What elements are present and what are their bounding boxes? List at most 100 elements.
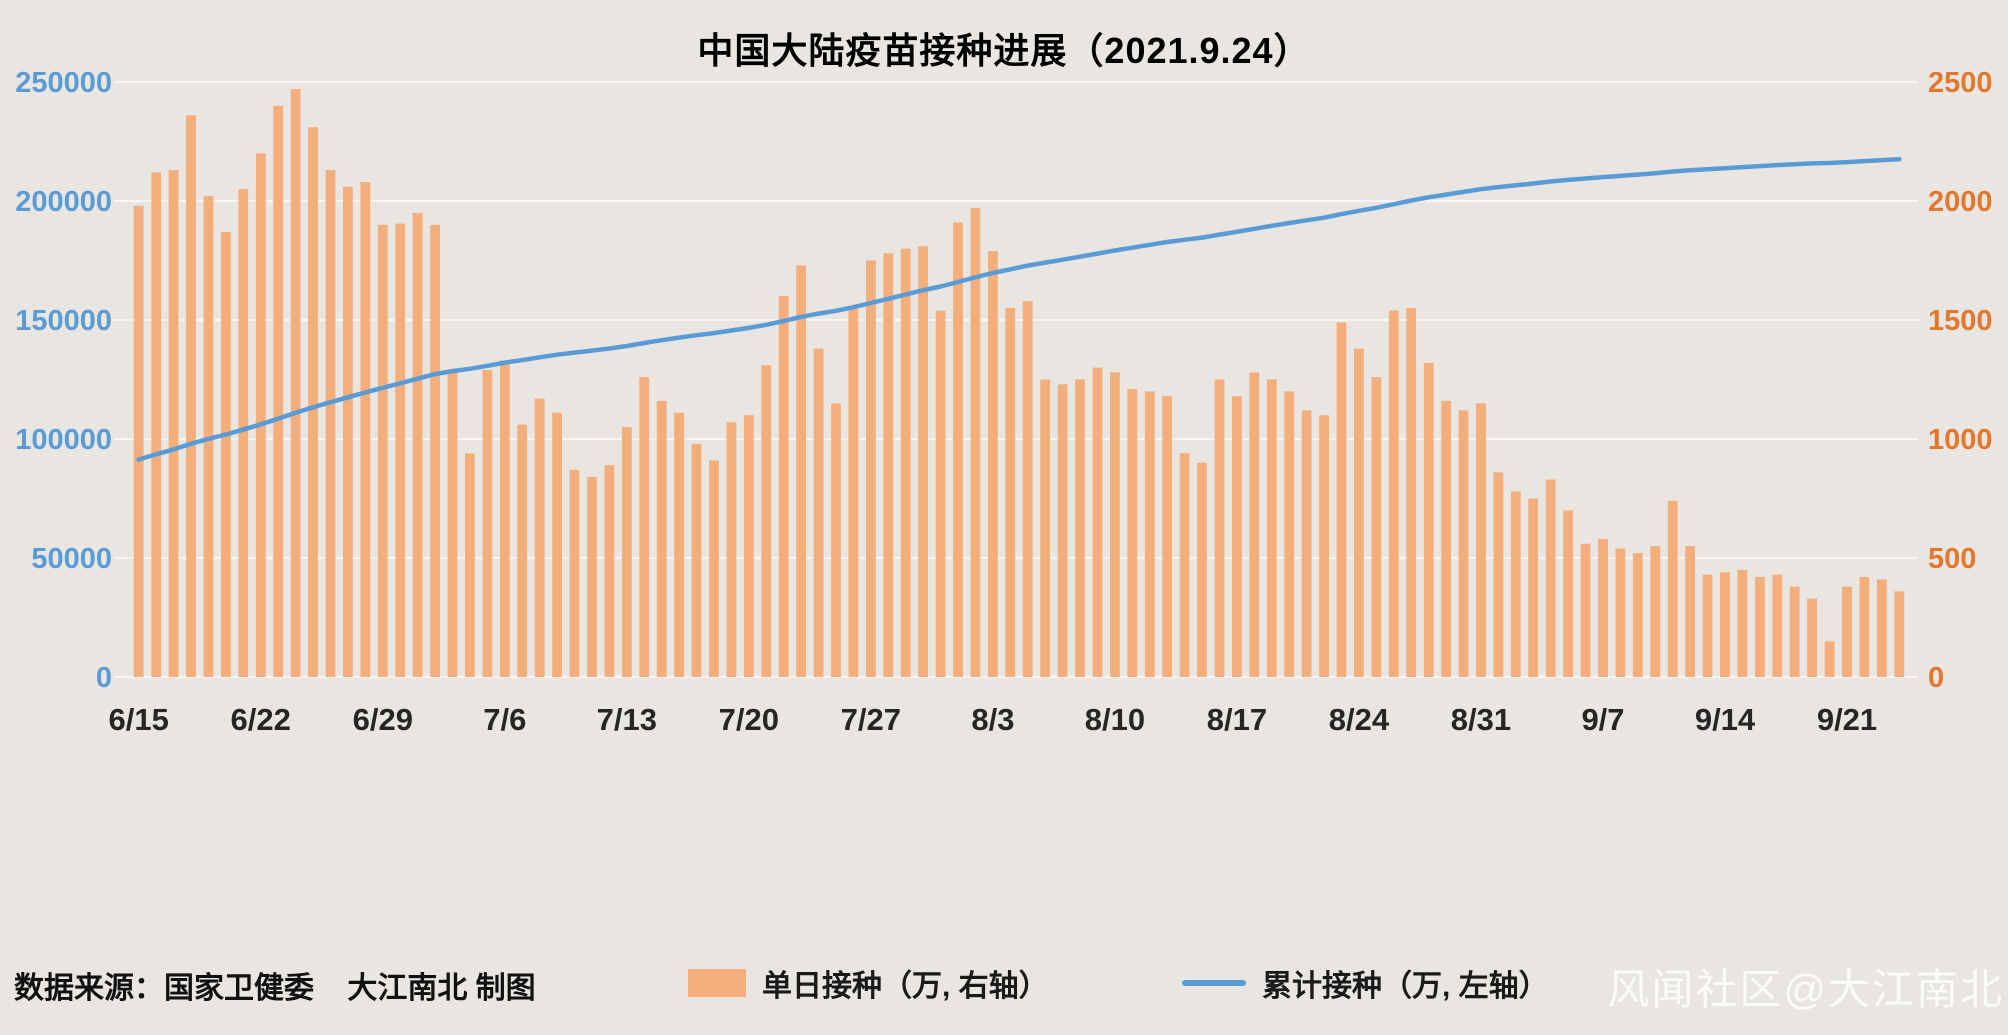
cumulative-line [136,157,1902,462]
daily-bar [831,403,841,677]
daily-bar [709,460,719,677]
daily-bar [412,212,423,677]
daily-bar [1075,379,1085,677]
daily-bar [1179,453,1190,677]
daily-bar [290,89,301,678]
legend-daily-label: 单日接种（万, 右轴） [762,970,1049,1003]
daily-bar [1720,572,1730,677]
x-tick-label: 9/21 [1817,702,1877,737]
legend-item-daily: 单日接种（万, 右轴） [688,961,1049,1005]
x-tick-label: 7/13 [597,702,657,737]
daily-bar [970,208,981,677]
daily-bar [465,453,475,677]
daily-bar [1441,400,1451,677]
daily-bar [1476,403,1486,677]
x-tick-label: 8/3 [971,702,1014,737]
daily-bar [953,222,963,677]
daily-bar [604,465,615,677]
daily-bar [273,105,284,678]
chart-title: 中国大陆疫苗接种进展（2021.9.24） [697,30,1311,71]
daily-bar [1877,579,1887,677]
watermark-text: 风闻社区@大江南北 [1607,966,2004,1013]
daily-bar [238,189,249,677]
daily-bar [813,348,824,677]
daily-bar [1702,574,1713,677]
daily-bar [1057,384,1068,677]
daily-bar [1284,391,1295,677]
daily-bar [1232,396,1242,677]
daily-bar [517,424,528,677]
daily-bar [1144,391,1155,677]
daily-bar [1859,577,1870,677]
daily-bar [151,172,162,677]
daily-bar [1040,379,1051,677]
daily-bar [1301,410,1312,677]
x-tick-label: 7/6 [483,702,526,737]
daily-bar [1336,322,1347,677]
daily-bar [430,224,440,678]
daily-bar [168,170,179,677]
right-axis-tick-label: 1500 [1928,305,1993,337]
x-tick-label: 9/7 [1581,702,1624,737]
daily-bar [1493,472,1504,677]
daily-bar [691,443,702,677]
daily-bar [1650,546,1661,677]
left-axis-tick-label: 50000 [31,543,112,575]
daily-bar [1214,379,1225,677]
x-tick-label: 6/29 [353,702,413,737]
x-tick-label: 8/17 [1207,702,1267,737]
right-axis-tick-label: 2500 [1928,67,1993,99]
x-tick-label: 8/24 [1329,702,1390,737]
daily-bar [1371,377,1382,677]
left-axis-tick-label: 200000 [15,186,112,218]
daily-bar [1894,591,1905,677]
data-source-text: 数据来源：国家卫健委 大江南北 制图 [14,972,536,1005]
daily-bar [308,127,318,677]
daily-bar [1127,389,1138,677]
daily-bar [935,310,946,677]
left-axis-tick-label: 100000 [15,424,112,456]
daily-bar [360,182,371,677]
bar-legend-swatch [688,969,746,997]
daily-bar [900,248,911,677]
daily-bar [726,422,737,677]
daily-bar [918,246,928,677]
daily-bar [866,260,876,677]
daily-bar [499,360,510,677]
daily-bar [883,253,894,677]
left-axis-tick-label: 0 [96,662,112,694]
daily-bar [1667,500,1678,677]
daily-bar [1458,410,1469,677]
daily-bar [1685,546,1695,677]
daily-bar [1598,539,1608,677]
x-tick-label: 7/20 [719,702,779,737]
daily-bar [221,231,231,677]
daily-bar [1632,553,1643,677]
daily-bar [639,377,650,677]
daily-bar [621,427,632,677]
daily-bar [1510,491,1521,677]
daily-bar [1162,396,1173,677]
daily-bar [1249,372,1260,677]
daily-bar [848,308,859,677]
daily-bar [743,415,754,677]
right-axis-tick-label: 500 [1928,543,1976,575]
daily-bar [1824,641,1835,677]
daily-bar [1319,415,1329,677]
left-axis-tick-label: 250000 [15,67,112,99]
right-axis-tick-label: 2000 [1928,186,1993,218]
daily-bar [1563,510,1573,677]
x-tick-label: 9/14 [1695,702,1756,737]
daily-bar [1737,569,1748,677]
daily-bar [447,372,458,677]
daily-bar [534,398,545,677]
left-axis-tick-label: 150000 [15,305,112,337]
daily-bar [1842,586,1852,677]
daily-bar [1110,372,1120,677]
legend-item-cumulative: 累计接种（万, 左轴） [1182,961,1549,1005]
daily-bar [133,205,144,678]
x-tick-label: 7/27 [841,702,901,737]
daily-bar [1197,462,1207,677]
daily-bar [1807,598,1817,677]
daily-bar [1772,574,1783,677]
